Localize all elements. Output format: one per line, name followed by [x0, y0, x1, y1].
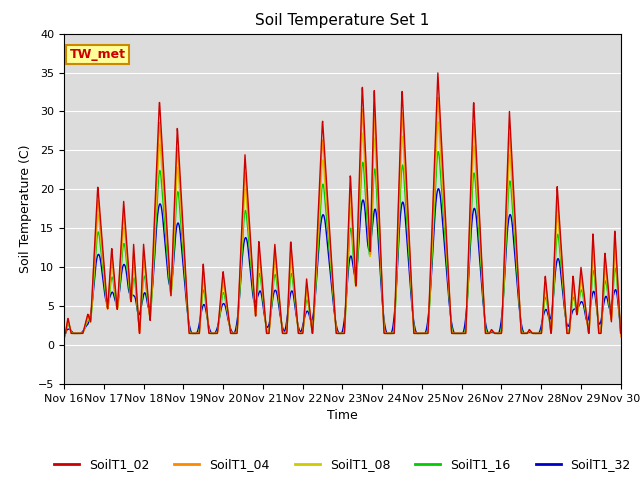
SoilT1_32 [478, 288, 486, 294]
SoilT1_02 [566, 330, 573, 336]
SoilT1_32 [60, 335, 68, 341]
SoilT1_04 [434, 95, 442, 100]
SoilT1_02 [550, 279, 557, 285]
SoilT1_04 [566, 329, 573, 335]
SoilT1_32 [566, 321, 573, 326]
SoilT1_04 [478, 270, 486, 276]
SoilT1_02 [617, 331, 625, 336]
SoilT1_04 [617, 334, 625, 340]
SoilT1_16 [435, 149, 442, 155]
SoilT1_16 [616, 324, 624, 330]
SoilT1_04 [60, 335, 68, 340]
Line: SoilT1_04: SoilT1_04 [64, 97, 621, 337]
X-axis label: Time: Time [327, 409, 358, 422]
SoilT1_04 [314, 226, 322, 231]
SoilT1_04 [616, 325, 624, 331]
Legend: SoilT1_02, SoilT1_04, SoilT1_08, SoilT1_16, SoilT1_32: SoilT1_02, SoilT1_04, SoilT1_08, SoilT1_… [49, 453, 636, 476]
SoilT1_08 [616, 323, 624, 328]
SoilT1_08 [550, 290, 557, 296]
SoilT1_16 [566, 326, 573, 332]
SoilT1_02 [314, 216, 322, 222]
Line: SoilT1_32: SoilT1_32 [64, 189, 621, 338]
SoilT1_32 [435, 186, 442, 192]
Line: SoilT1_02: SoilT1_02 [64, 73, 621, 334]
SoilT1_02 [434, 70, 442, 76]
SoilT1_02 [373, 150, 381, 156]
SoilT1_02 [60, 331, 68, 336]
Y-axis label: Soil Temperature (C): Soil Temperature (C) [19, 144, 33, 273]
SoilT1_02 [616, 324, 624, 330]
SoilT1_08 [60, 336, 68, 342]
SoilT1_32 [314, 256, 322, 262]
SoilT1_02 [478, 265, 486, 271]
Line: SoilT1_16: SoilT1_16 [64, 152, 621, 339]
SoilT1_32 [373, 216, 381, 221]
SoilT1_32 [616, 323, 624, 329]
SoilT1_04 [550, 283, 557, 289]
SoilT1_16 [60, 336, 68, 342]
SoilT1_32 [617, 327, 625, 333]
SoilT1_08 [478, 273, 486, 279]
SoilT1_32 [550, 294, 557, 300]
SoilT1_04 [373, 165, 381, 170]
SoilT1_08 [373, 176, 381, 182]
SoilT1_16 [617, 330, 625, 336]
Text: TW_met: TW_met [70, 48, 125, 61]
SoilT1_16 [314, 247, 322, 253]
SoilT1_16 [373, 192, 381, 198]
Line: SoilT1_08: SoilT1_08 [64, 122, 621, 339]
SoilT1_08 [617, 332, 625, 337]
SoilT1_16 [550, 295, 557, 300]
Title: Soil Temperature Set 1: Soil Temperature Set 1 [255, 13, 429, 28]
SoilT1_16 [478, 279, 486, 285]
SoilT1_08 [566, 328, 573, 334]
SoilT1_08 [314, 237, 322, 243]
SoilT1_08 [435, 119, 442, 125]
